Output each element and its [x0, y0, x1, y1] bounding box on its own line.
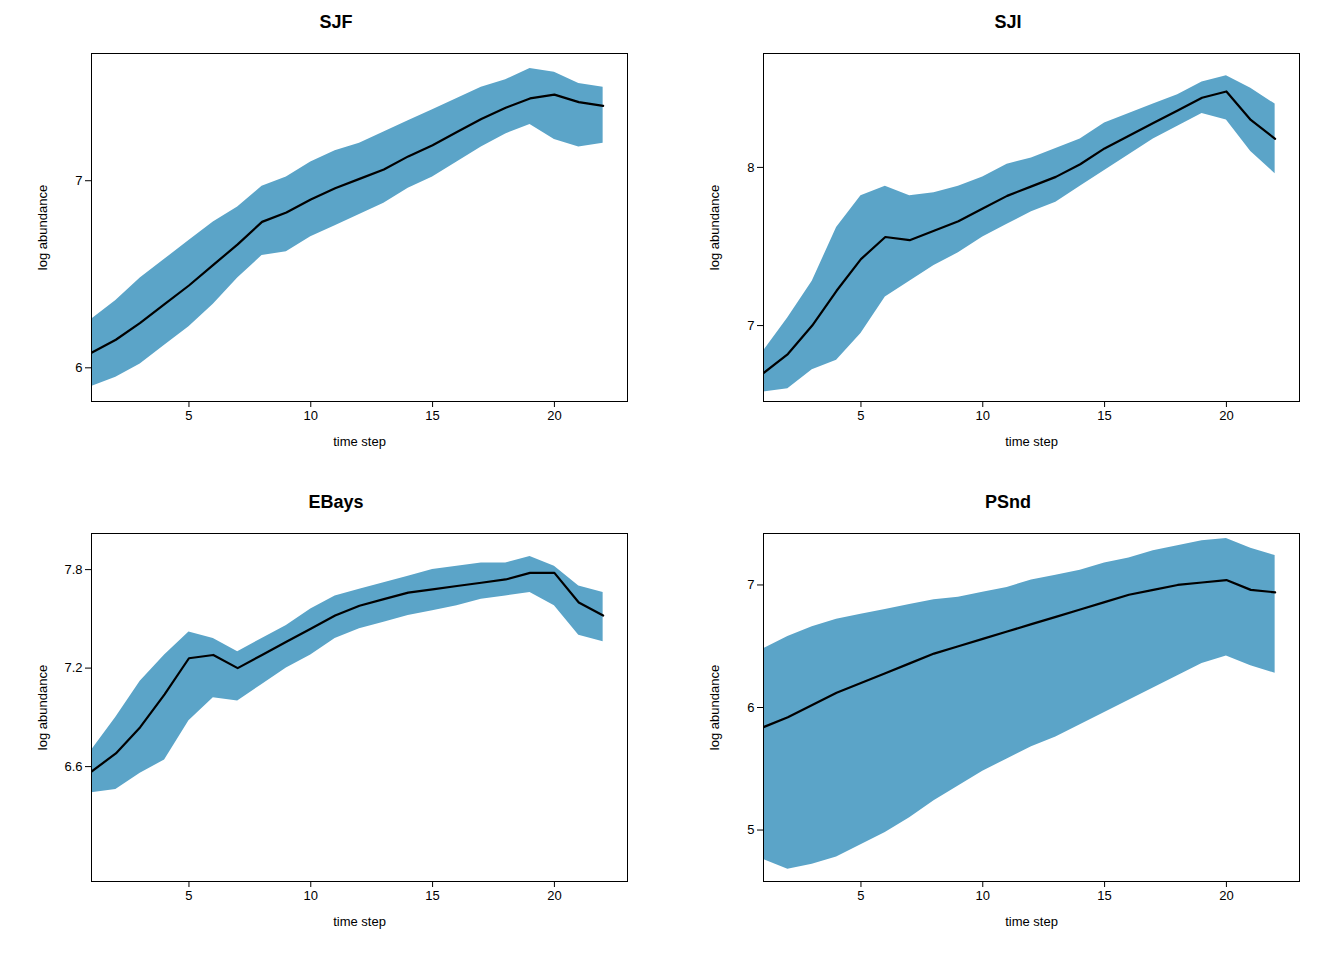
svg-text:10: 10	[304, 888, 318, 903]
svg-text:7.8: 7.8	[64, 562, 82, 577]
svg-text:7: 7	[747, 318, 754, 333]
svg-text:time step: time step	[333, 914, 386, 929]
svg-text:20: 20	[1219, 888, 1233, 903]
svg-text:7: 7	[75, 173, 82, 188]
svg-text:20: 20	[547, 888, 561, 903]
html-text:SJF: SJF	[319, 12, 353, 32]
svg-text:log abundance: log abundance	[707, 665, 722, 750]
html-text:EBays: EBays	[308, 492, 364, 512]
svg-text:10: 10	[976, 888, 990, 903]
svg-text:log abundance: log abundance	[707, 185, 722, 270]
svg-text:log abundance: log abundance	[35, 665, 50, 750]
svg-text:20: 20	[547, 408, 561, 423]
svg-text:10: 10	[976, 408, 990, 423]
svg-text:log abundance: log abundance	[35, 185, 50, 270]
svg-text:5: 5	[857, 408, 864, 423]
svg-text:5: 5	[185, 888, 192, 903]
svg-text:5: 5	[185, 408, 192, 423]
svg-text:15: 15	[425, 888, 439, 903]
svg-text:5: 5	[747, 822, 754, 837]
svg-text:8: 8	[747, 160, 754, 175]
svg-text:10: 10	[304, 408, 318, 423]
svg-text:7.2: 7.2	[64, 660, 82, 675]
html-text:PSnd: PSnd	[985, 492, 1031, 512]
svg-text:time step: time step	[1005, 434, 1058, 449]
svg-text:15: 15	[425, 408, 439, 423]
svg-text:15: 15	[1097, 888, 1111, 903]
svg-text:20: 20	[1219, 408, 1233, 423]
svg-text:time step: time step	[333, 434, 386, 449]
html-text:SJI: SJI	[994, 12, 1022, 32]
svg-text:time step: time step	[1005, 914, 1058, 929]
svg-text:6: 6	[75, 360, 82, 375]
svg-text:7: 7	[747, 577, 754, 592]
svg-text:5: 5	[857, 888, 864, 903]
svg-text:15: 15	[1097, 408, 1111, 423]
svg-text:6: 6	[747, 700, 754, 715]
svg-text:6.6: 6.6	[64, 759, 82, 774]
